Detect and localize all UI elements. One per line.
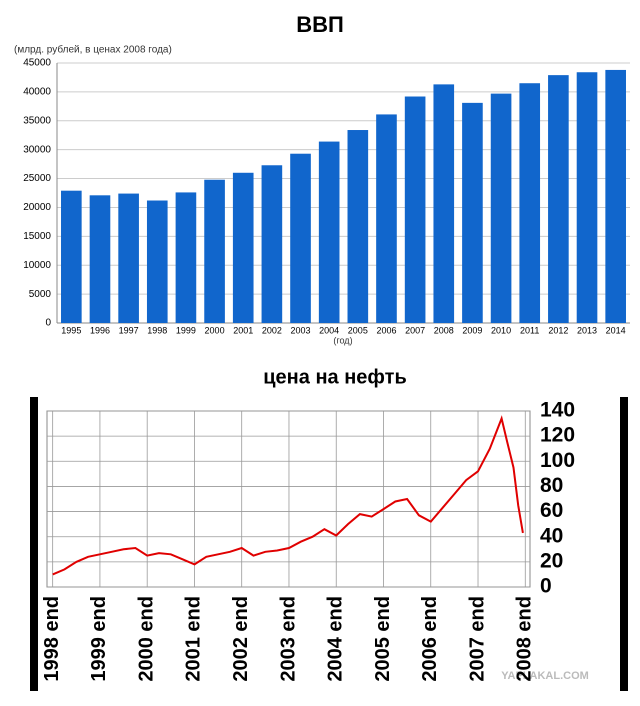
- plot-area: [46, 410, 531, 588]
- bar: [146, 200, 168, 323]
- bar: [89, 195, 111, 323]
- x-tick-label: 2001 end: [183, 596, 205, 682]
- chart-title: цена на нефть: [263, 366, 406, 388]
- x-tick-label: 1999: [176, 325, 196, 335]
- bar: [347, 130, 369, 323]
- x-tick-label: 1996: [90, 325, 110, 335]
- y-tick-label: 40: [540, 524, 563, 547]
- x-tick-label: 1997: [119, 325, 139, 335]
- bar: [519, 83, 541, 323]
- x-tick-label: 1999 end: [88, 596, 110, 682]
- x-tick-label: 2005 end: [372, 596, 394, 682]
- y-tick-label: 40000: [23, 87, 51, 98]
- y-tick-label: 15000: [23, 231, 51, 242]
- bar: [605, 69, 626, 323]
- y-tick-label: 25000: [23, 173, 51, 184]
- bar: [118, 193, 139, 323]
- x-tick-label: 2002: [262, 325, 282, 335]
- y-tick-label: 20: [540, 549, 563, 572]
- x-tick-label: 1995: [61, 325, 81, 335]
- bar: [61, 190, 82, 323]
- y-tick-label: 10000: [23, 260, 51, 271]
- x-tick-label: 2014: [606, 325, 626, 335]
- bar: [261, 165, 283, 323]
- y-tick-label: 35000: [23, 115, 51, 126]
- y-tick-label: 140: [540, 399, 575, 422]
- bar: [232, 172, 254, 323]
- y-tick-label: 20000: [23, 202, 51, 213]
- x-tick-label: 2012: [548, 325, 568, 335]
- frame-right: [620, 397, 628, 691]
- bar: [548, 75, 569, 323]
- bar: [404, 96, 426, 323]
- x-tick-label: 2004 end: [325, 596, 347, 682]
- x-tick-label: 1998: [147, 325, 167, 335]
- y-tick-label: 80: [540, 474, 563, 497]
- x-axis-label: (год): [333, 335, 352, 345]
- x-tick-label: 2013: [577, 325, 597, 335]
- y-tick-label: 0: [540, 575, 552, 598]
- bar: [318, 141, 340, 323]
- bar: [376, 114, 397, 323]
- x-tick-label: 1998 end: [41, 596, 63, 682]
- x-tick-label: 2001: [233, 325, 253, 335]
- line: [52, 415, 524, 576]
- x-tick-label: 2002 end: [230, 596, 252, 682]
- x-tick-label: 2010: [491, 325, 511, 335]
- y-tick-label: 100: [540, 449, 575, 472]
- x-tick-label: 2005: [348, 325, 368, 335]
- x-tick-label: 2003 end: [277, 596, 299, 682]
- bar: [204, 179, 225, 323]
- y-tick-label: 120: [540, 424, 575, 447]
- x-tick-label: 2006: [376, 325, 396, 335]
- bar: [175, 192, 197, 323]
- bar: [490, 93, 512, 323]
- x-tick-label: 2000: [205, 325, 225, 335]
- y-tick-label: 30000: [23, 144, 51, 155]
- watermark: YAPLAKAL.COM: [501, 670, 589, 682]
- chart-title: ВВП: [296, 12, 344, 37]
- y-tick-label: 0: [45, 318, 51, 329]
- x-tick-label: 2008 end: [514, 596, 536, 682]
- x-tick-label: 2000 end: [135, 596, 157, 682]
- x-tick-label: 2009: [462, 325, 482, 335]
- x-tick-label: 2006 end: [419, 596, 441, 682]
- x-tick-label: 2008: [434, 325, 454, 335]
- x-tick-label: 2003: [291, 325, 311, 335]
- chart-subtitle: (млрд. рублей, в ценах 2008 года): [14, 44, 172, 56]
- x-tick-label: 2004: [319, 325, 339, 335]
- bar: [290, 153, 311, 323]
- y-tick-label: 60: [540, 499, 563, 522]
- bar: [433, 84, 455, 323]
- x-tick-label: 2011: [520, 325, 539, 335]
- x-tick-label: 2007: [405, 325, 425, 335]
- y-tick-label: 5000: [29, 289, 52, 300]
- bar: [576, 72, 598, 323]
- bar: [462, 102, 483, 323]
- y-tick-label: 45000: [23, 58, 51, 69]
- x-tick-label: 2007 end: [466, 596, 488, 682]
- frame-left: [30, 397, 38, 691]
